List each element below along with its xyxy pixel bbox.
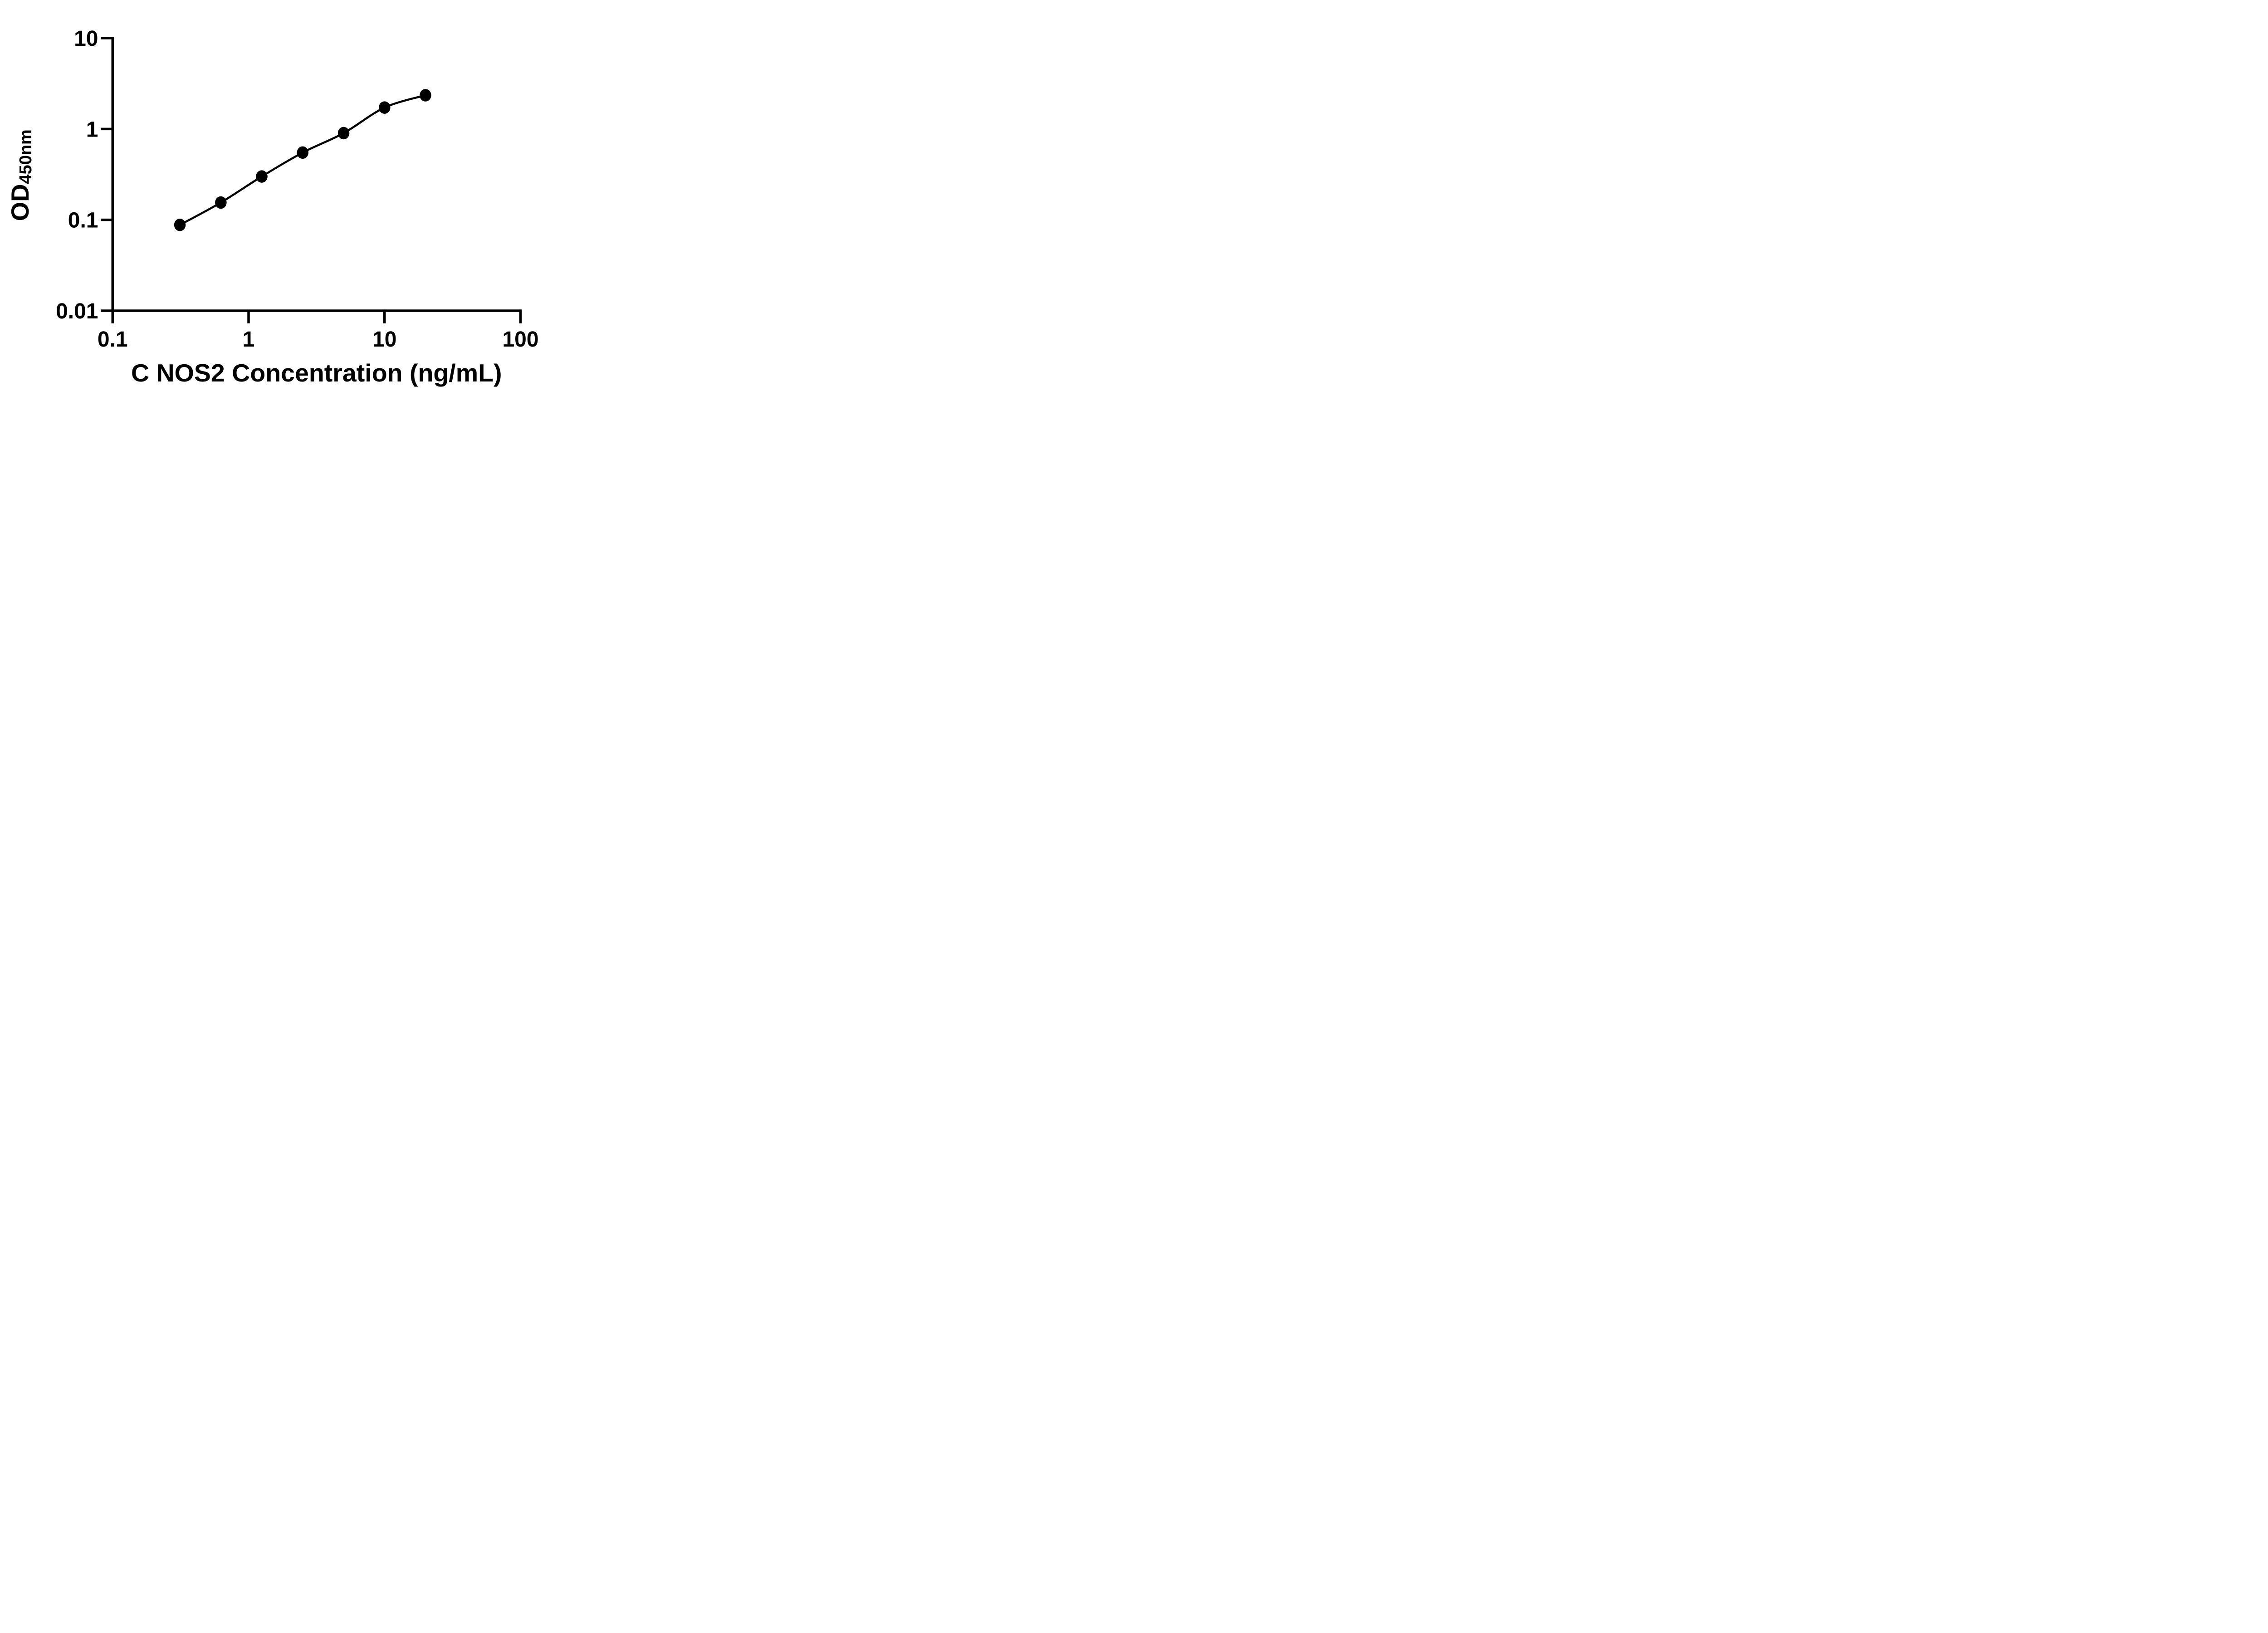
x-tick-label: 0.1 — [98, 328, 128, 352]
x-axis-title: C NOS2 Concentration (ng/mL) — [131, 359, 502, 387]
x-tick-label: 100 — [502, 328, 538, 352]
data-point-marker — [215, 196, 227, 209]
data-point-marker — [337, 127, 350, 140]
y-axis-title-main: OD — [6, 184, 34, 221]
data-point-marker — [420, 89, 431, 102]
y-tick-label: 0.1 — [68, 209, 98, 233]
y-tick-label: 0.01 — [56, 299, 98, 323]
x-tick-label: 1 — [243, 328, 255, 352]
y-tick-label: 10 — [74, 27, 98, 51]
y-axis-title-subscript: 450nm — [16, 129, 35, 184]
data-point-marker — [256, 170, 268, 183]
axes-group — [101, 37, 522, 323]
data-point-marker — [379, 101, 391, 114]
data-points-group — [174, 89, 431, 231]
x-tick-label: 10 — [372, 328, 396, 352]
data-point-marker — [174, 219, 186, 231]
elisa-standard-curve-figure: 0.1 1 10 100 10 1 0.1 0.01 C NOS2 Concentration… — [0, 0, 583, 408]
data-point-marker — [297, 146, 309, 159]
y-tick-label: 1 — [86, 117, 98, 142]
y-axis-title: OD450nm — [6, 129, 35, 221]
